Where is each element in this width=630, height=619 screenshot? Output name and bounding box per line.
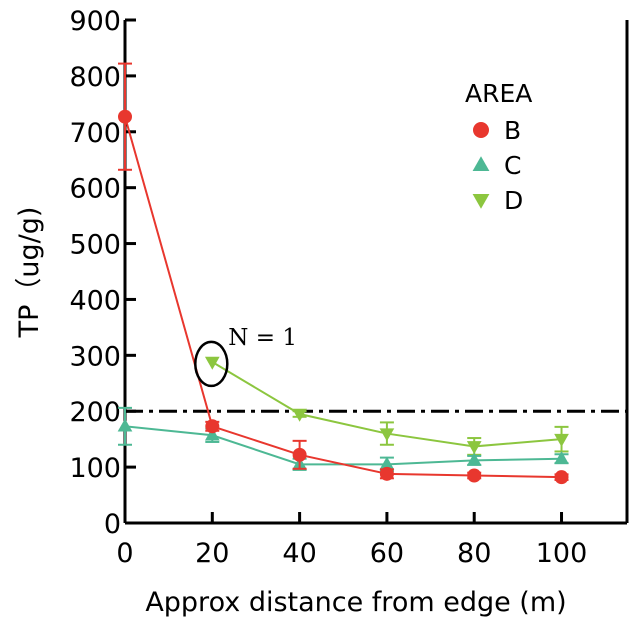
series-group (117, 62, 569, 485)
y-axis-label: TP（ug/g) (14, 207, 45, 339)
data-point (379, 466, 394, 481)
data-point (204, 356, 220, 370)
data-point (292, 447, 307, 462)
y-tick-label: 300 (69, 341, 121, 372)
data-point (554, 433, 569, 447)
y-tick-label: 600 (69, 174, 121, 205)
legend-marker-c (472, 156, 490, 171)
data-point (292, 408, 307, 422)
series-d (204, 356, 569, 456)
y-tick-label: 800 (69, 62, 121, 93)
y-tick-label: 400 (69, 285, 121, 316)
legend-label-b: B (504, 116, 521, 145)
y-tick-label: 700 (69, 118, 121, 149)
data-point (554, 470, 569, 485)
data-point (379, 428, 395, 442)
series-b (118, 62, 569, 485)
x-tick-label: 60 (370, 538, 404, 569)
data-point (554, 451, 569, 464)
annotation-group: N = 1 (194, 325, 297, 388)
data-point (467, 468, 482, 483)
plot-frame (123, 20, 629, 525)
legend-title: AREA (465, 79, 532, 108)
x-tick-label: 20 (195, 538, 229, 569)
x-tick-label: 80 (457, 538, 491, 569)
data-point (204, 427, 220, 441)
legend-marker-b (473, 122, 489, 138)
legend-label-c: C (504, 151, 521, 180)
annotation-label: N = 1 (228, 325, 297, 351)
y-axis-ticks: 0 100 200 300 400 500 600 700 800 900 (69, 6, 136, 540)
x-tick-label: 0 (116, 538, 133, 569)
data-point (117, 418, 133, 432)
data-point (205, 419, 220, 434)
series-c (117, 406, 569, 473)
legend-marker-d (472, 194, 490, 209)
y-tick-label: 500 (69, 230, 121, 261)
x-axis-label: Approx distance from edge (m) (145, 587, 566, 618)
data-point (466, 452, 482, 466)
data-point (118, 109, 132, 124)
x-axis-ticks: 0 20 40 60 80 100 (116, 512, 587, 569)
annotation-ellipse (194, 340, 229, 388)
data-point (379, 456, 395, 470)
x-tick-label: 40 (282, 538, 316, 569)
y-tick-label: 900 (69, 6, 121, 37)
y-tick-label: 200 (69, 397, 121, 428)
x-tick-label: 100 (536, 538, 588, 569)
y-tick-label: 100 (69, 453, 121, 484)
y-tick-label: 0 (104, 509, 121, 540)
legend: AREA BCD (465, 79, 532, 215)
legend-label-d: D (504, 186, 523, 215)
data-point (466, 441, 482, 455)
